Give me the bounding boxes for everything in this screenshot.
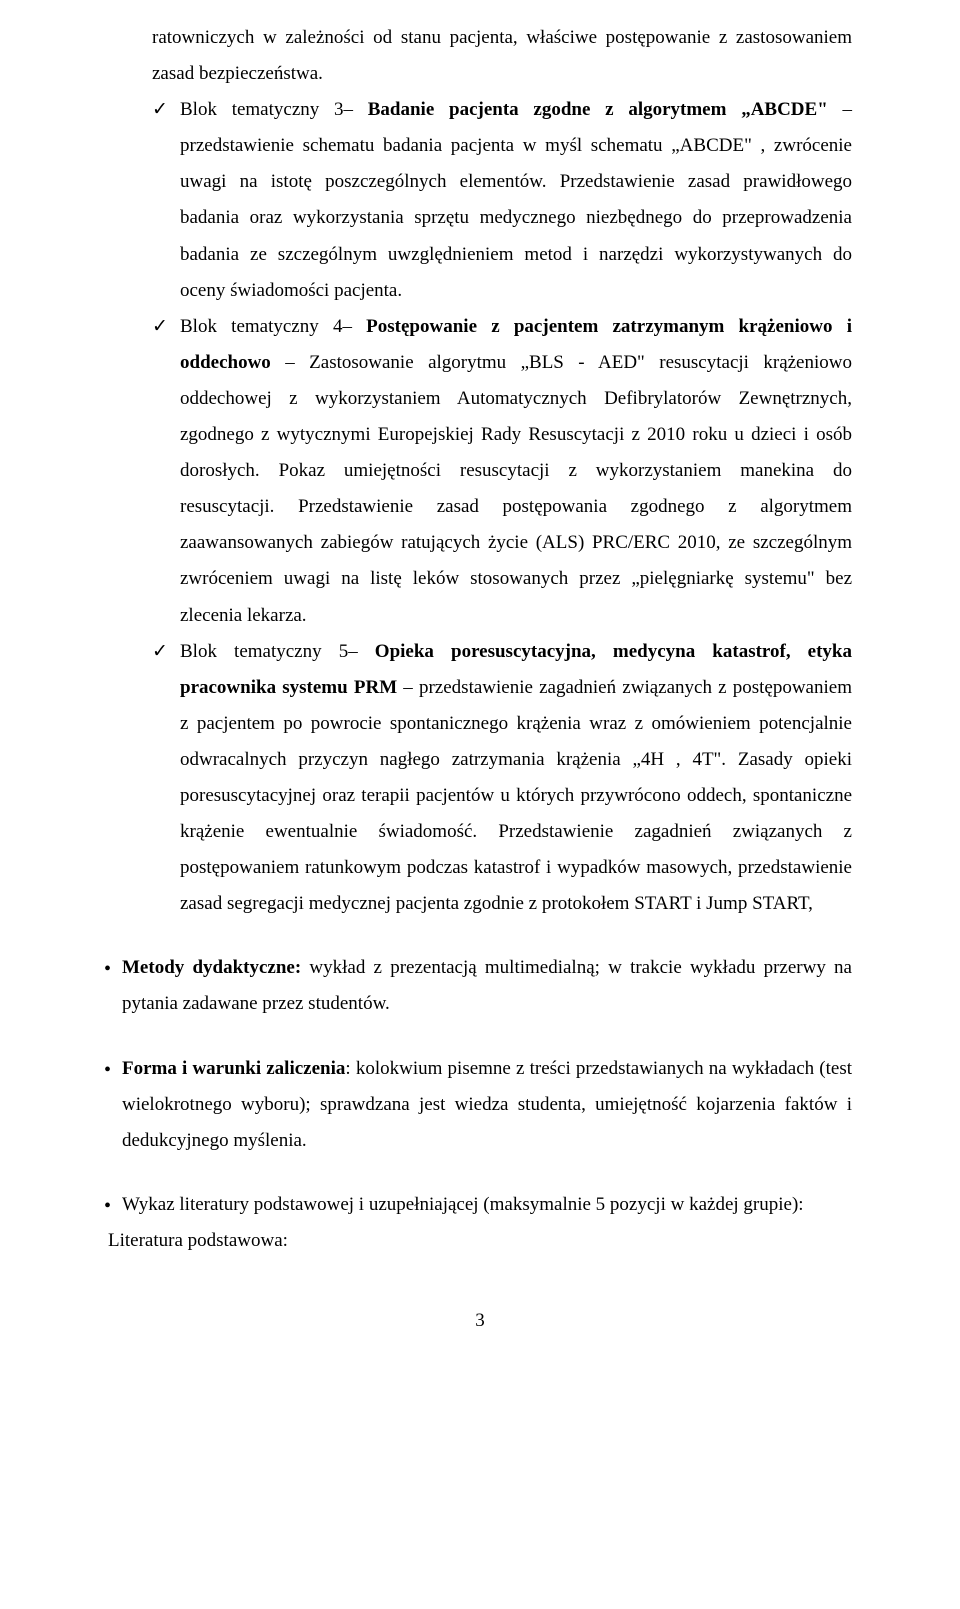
tail-text: Literatura podstawowa: (108, 1230, 288, 1251)
leading-fragment: ratowniczych w zależności od stanu pacje… (152, 20, 852, 92)
block-5: ✓ Blok tematyczny 5– Opieka poresuscytac… (152, 634, 852, 923)
bullet-icon: • (104, 1051, 111, 1089)
literature-item: • Wykaz literatury podstawowej i uzupełn… (108, 1187, 852, 1223)
literature-subhead: Literatura podstawowa: (108, 1223, 852, 1259)
block-body: – przedstawienie zagadnień związanych z … (180, 677, 852, 915)
block-4: ✓ Blok tematyczny 4– Postępowanie z pacj… (152, 309, 852, 634)
lead-text: ratowniczych w zależności od stanu pacje… (152, 27, 852, 84)
bullet-label: Metody dydaktyczne: (122, 957, 301, 978)
bullet-label: Forma i warunki zaliczenia (122, 1058, 345, 1079)
bullet-icon: • (104, 950, 111, 988)
check-icon: ✓ (152, 309, 168, 345)
block-3: ✓ Blok tematyczny 3– Badanie pacjenta zg… (152, 92, 852, 309)
block-prefix: Blok tematyczny 4– (180, 316, 366, 337)
block-body: – przedstawienie schematu badania pacjen… (180, 99, 852, 300)
block-title: Badanie pacjenta zgodne z algorytmem „AB… (368, 99, 828, 120)
block-prefix: Blok tematyczny 5– (180, 641, 375, 662)
form-item: • Forma i warunki zaliczenia: kolokwium … (108, 1051, 852, 1159)
block-prefix: Blok tematyczny 3– (180, 99, 368, 120)
bullet-body: Wykaz literatury podstawowej i uzupełnia… (122, 1194, 804, 1215)
check-icon: ✓ (152, 634, 168, 670)
check-icon: ✓ (152, 92, 168, 128)
block-body: – Zastosowanie algorytmu „BLS - AED" res… (180, 352, 852, 626)
methods-item: • Metody dydaktyczne: wykład z prezentac… (108, 950, 852, 1022)
bullet-icon: • (104, 1187, 111, 1225)
page-number: 3 (108, 1303, 852, 1339)
